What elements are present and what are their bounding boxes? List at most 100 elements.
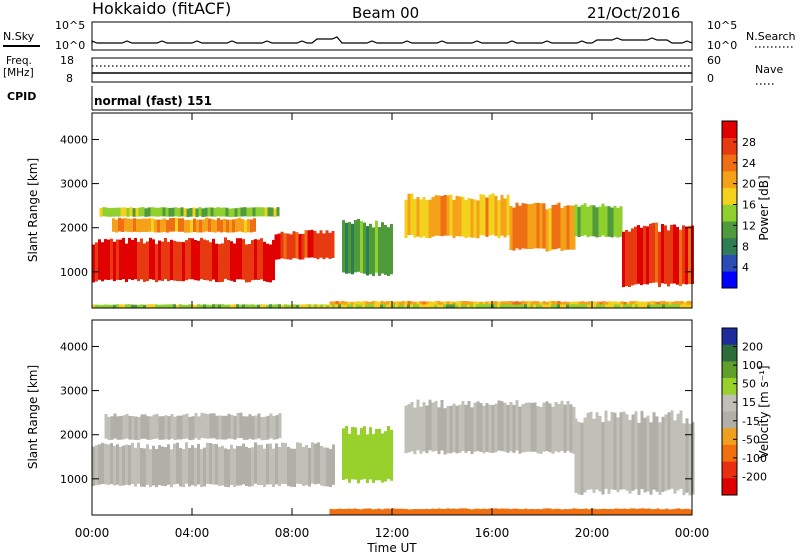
- velocity-cell: [470, 509, 474, 516]
- power-cell: [470, 304, 473, 308]
- velocity-cell: [638, 508, 642, 515]
- velocity-cell: [476, 401, 480, 452]
- velocity-cell: [467, 401, 471, 451]
- power-cell: [154, 219, 157, 233]
- velocity-cell: [137, 416, 141, 441]
- velocity-cell: [323, 447, 326, 487]
- velocity-ytick-label: 2000: [60, 429, 88, 442]
- power-cell: [563, 304, 566, 308]
- power-cell: [658, 231, 661, 288]
- power-cell: [197, 304, 200, 308]
- power-cell: [500, 304, 503, 309]
- velocity-colorbar-tick-label: 200: [742, 341, 763, 354]
- power-cell: [128, 304, 131, 308]
- power-cell: [237, 207, 241, 217]
- power-cell: [260, 238, 263, 280]
- power-cell: [428, 199, 432, 238]
- velocity-cell: [342, 428, 345, 480]
- cpid-panel: CPID normal (fast) 151: [7, 86, 693, 111]
- power-cell: [542, 203, 546, 249]
- velocity-cell: [637, 422, 641, 495]
- power-cell: [572, 205, 576, 250]
- velocity-cell: [500, 508, 504, 515]
- power-cell: [129, 207, 133, 217]
- nave-tick-low: 0: [707, 72, 714, 85]
- power-cell: [613, 205, 617, 237]
- power-cell: [488, 304, 491, 308]
- power-cell: [202, 219, 205, 233]
- velocity-cell: [527, 509, 531, 516]
- velocity-cell: [644, 508, 648, 515]
- velocity-cell: [440, 508, 444, 515]
- power-cell: [185, 240, 188, 281]
- power-cell: [144, 208, 148, 217]
- power-cell: [533, 301, 537, 307]
- power-cell: [203, 239, 206, 280]
- power-cell: [467, 304, 470, 309]
- power-cell: [667, 230, 670, 287]
- power-cell: [335, 304, 338, 308]
- power-cell: [389, 301, 393, 307]
- power-band-5: [509, 202, 576, 252]
- velocity-cell: [212, 413, 216, 439]
- velocity-cell: [539, 406, 543, 454]
- power-cell: [101, 304, 104, 309]
- power-cell: [179, 241, 182, 282]
- power-cell: [527, 304, 530, 308]
- power-cell: [115, 219, 118, 233]
- velocity-cell: [392, 508, 396, 515]
- velocity-cell: [314, 443, 317, 485]
- power-cell: [223, 218, 226, 233]
- velocity-cell: [509, 509, 513, 516]
- noise-left-tick-high: 10^5: [55, 19, 85, 32]
- velocity-cell: [631, 414, 635, 491]
- power-cell: [157, 219, 160, 233]
- power-colorbar-label: Power [dB]: [757, 175, 771, 240]
- velocity-cell: [686, 508, 690, 515]
- power-cell: [92, 244, 95, 283]
- velocity-cell: [296, 442, 299, 484]
- velocity-colorbar-tick-label: 50: [742, 378, 756, 391]
- velocity-cell: [215, 444, 218, 485]
- velocity-cell: [623, 508, 627, 515]
- power-cell: [536, 304, 539, 308]
- velocity-cell: [557, 403, 561, 453]
- power-cell: [572, 304, 575, 308]
- x-tick-label: 08:00: [275, 526, 310, 540]
- power-cell: [155, 244, 158, 283]
- cpid-text: normal (fast) 151: [94, 94, 212, 108]
- power-cell: [119, 304, 122, 308]
- power-cell: [545, 304, 548, 309]
- velocity-cell: [155, 413, 159, 439]
- velocity-cell: [464, 404, 468, 453]
- velocity-cell: [437, 508, 441, 515]
- velocity-cell: [488, 404, 492, 453]
- power-cell: [107, 239, 110, 280]
- power-cell: [127, 218, 130, 232]
- velocity-cell: [566, 509, 570, 516]
- velocity-panel: 1000 2000 3000 4000 Slant Range [km] 200 100…: [26, 319, 771, 516]
- power-cell: [284, 304, 287, 308]
- velocity-cell: [305, 445, 308, 486]
- velocity-cell: [119, 416, 123, 440]
- velocity-colorbar-tick-label: -100: [742, 452, 767, 465]
- power-cell: [116, 239, 119, 280]
- velocity-cell: [596, 509, 600, 516]
- power-cell: [195, 208, 199, 217]
- power-cell: [626, 304, 629, 308]
- power-cell: [476, 304, 479, 308]
- velocity-cell: [236, 446, 239, 486]
- power-cell: [317, 304, 320, 308]
- power-cell: [225, 207, 229, 217]
- velocity-cell: [239, 445, 242, 486]
- power-cell: [641, 301, 645, 308]
- power-cell: [515, 301, 519, 307]
- power-cell: [437, 195, 441, 236]
- velocity-cell: [311, 442, 314, 484]
- power-cell: [563, 206, 567, 250]
- velocity-cell: [655, 416, 659, 492]
- power-cell: [607, 206, 611, 237]
- power-cell: [362, 304, 365, 309]
- velocity-cell: [263, 448, 266, 487]
- power-colorbar-swatch: [722, 271, 737, 289]
